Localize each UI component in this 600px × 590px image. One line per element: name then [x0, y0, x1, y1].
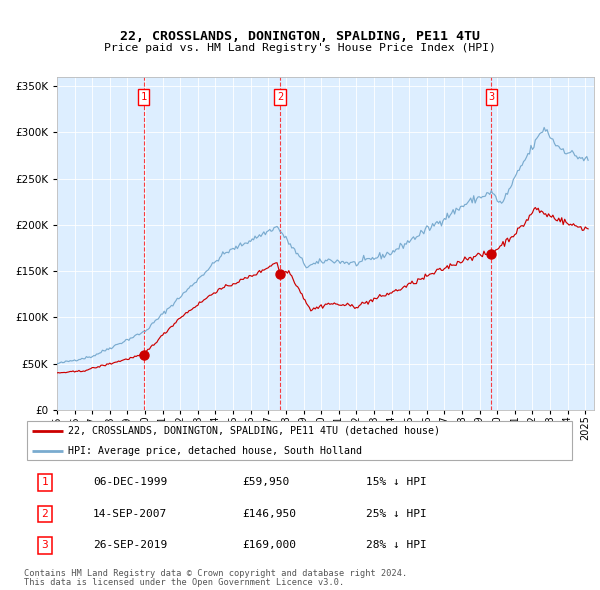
Text: HPI: Average price, detached house, South Holland: HPI: Average price, detached house, Sout… — [68, 446, 362, 455]
Text: Price paid vs. HM Land Registry's House Price Index (HPI): Price paid vs. HM Land Registry's House … — [104, 44, 496, 53]
Text: £169,000: £169,000 — [242, 540, 296, 550]
Text: 25% ↓ HPI: 25% ↓ HPI — [366, 509, 427, 519]
Text: 22, CROSSLANDS, DONINGTON, SPALDING, PE11 4TU: 22, CROSSLANDS, DONINGTON, SPALDING, PE1… — [120, 30, 480, 43]
Text: 2: 2 — [41, 509, 49, 519]
Text: 06-DEC-1999: 06-DEC-1999 — [93, 477, 167, 487]
FancyBboxPatch shape — [27, 421, 572, 460]
Text: £59,950: £59,950 — [242, 477, 289, 487]
Text: 15% ↓ HPI: 15% ↓ HPI — [366, 477, 427, 487]
Text: 3: 3 — [41, 540, 49, 550]
Text: Contains HM Land Registry data © Crown copyright and database right 2024.: Contains HM Land Registry data © Crown c… — [24, 569, 407, 578]
Text: 3: 3 — [488, 92, 494, 102]
Text: 22, CROSSLANDS, DONINGTON, SPALDING, PE11 4TU (detached house): 22, CROSSLANDS, DONINGTON, SPALDING, PE1… — [68, 426, 440, 436]
Text: £146,950: £146,950 — [242, 509, 296, 519]
Text: 14-SEP-2007: 14-SEP-2007 — [93, 509, 167, 519]
Text: 2: 2 — [277, 92, 283, 102]
Text: 26-SEP-2019: 26-SEP-2019 — [93, 540, 167, 550]
Text: 1: 1 — [140, 92, 146, 102]
Text: This data is licensed under the Open Government Licence v3.0.: This data is licensed under the Open Gov… — [24, 578, 344, 588]
Text: 28% ↓ HPI: 28% ↓ HPI — [366, 540, 427, 550]
Text: 1: 1 — [41, 477, 49, 487]
